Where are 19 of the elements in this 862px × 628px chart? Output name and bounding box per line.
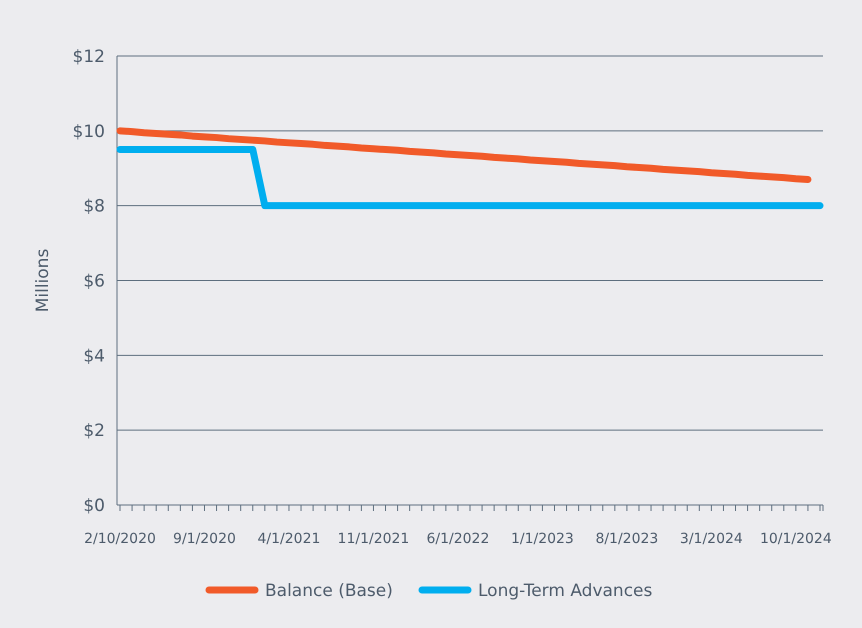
- x-tick-label: 4/1/2021: [258, 531, 320, 547]
- x-tick-label: 11/1/2021: [338, 531, 410, 547]
- y-tick-label: $6: [83, 271, 105, 292]
- x-tick-label: 10/1/2024: [760, 531, 832, 547]
- x-tick-label: 9/1/2020: [173, 531, 236, 547]
- x-tick-label: 2/10/2020: [84, 531, 156, 547]
- legend-label: Long-Term Advances: [478, 580, 652, 601]
- x-tick-label: 8/1/2023: [595, 531, 658, 547]
- y-tick-label: $8: [83, 196, 105, 217]
- y-tick-label: $2: [83, 421, 105, 442]
- y-tick-label: $12: [72, 46, 105, 67]
- y-axis-title: Millions: [33, 248, 53, 312]
- y-tick-label: $4: [83, 346, 105, 366]
- y-tick-label: $10: [72, 122, 105, 142]
- y-tick-label: $0: [83, 496, 105, 516]
- legend-label: Balance (Base): [265, 580, 393, 601]
- x-tick-label: 3/1/2024: [680, 531, 743, 547]
- x-tick-label: 1/1/2023: [510, 531, 574, 547]
- x-tick-label: 6/1/2022: [426, 531, 490, 547]
